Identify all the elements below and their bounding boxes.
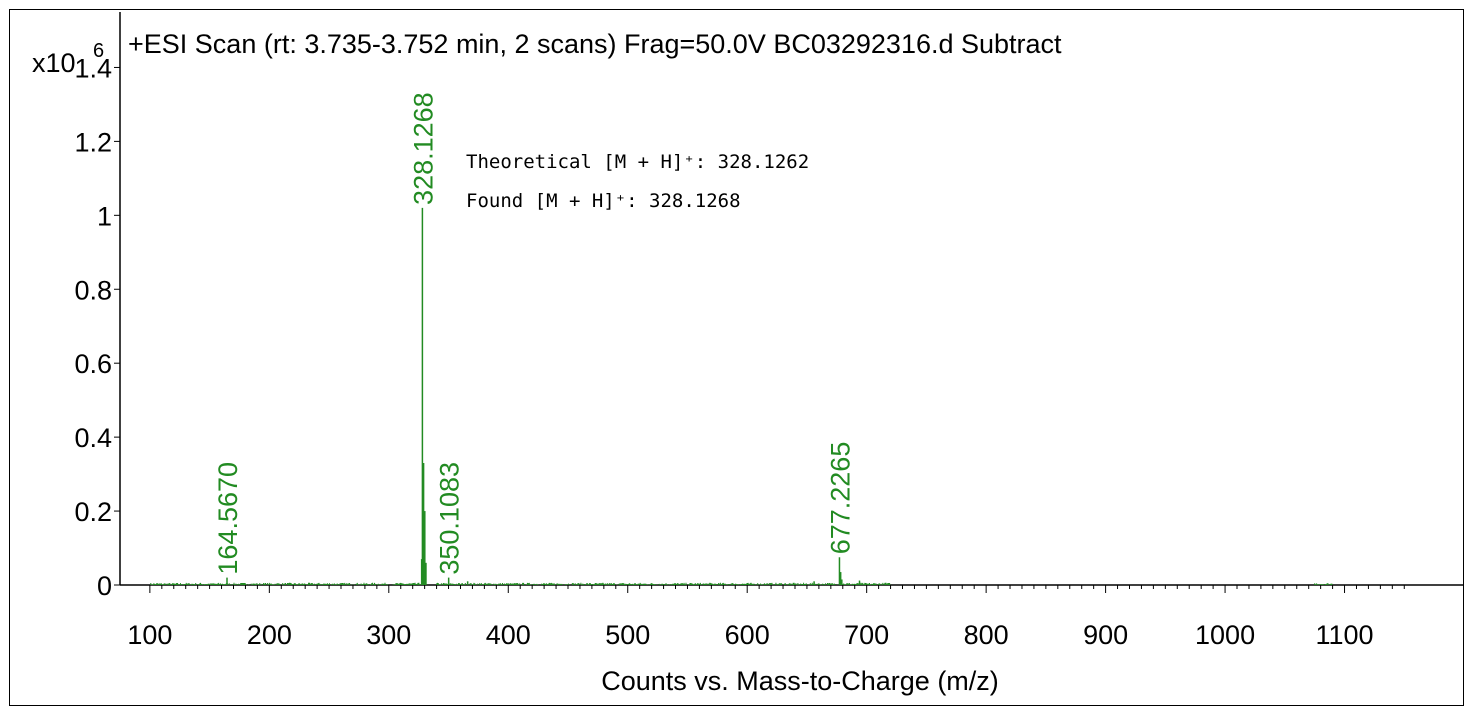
peak-label: 350.1083 [435, 462, 465, 575]
y-tick-label: 1 [97, 201, 112, 231]
x-tick-label: 200 [247, 620, 292, 650]
x-tick-label: 600 [725, 620, 770, 650]
annotation-theoretical: Theoretical [M + H]⁺: 328.1262 [466, 151, 809, 173]
baseline-noise [150, 582, 1333, 585]
x-tick-label: 800 [964, 620, 1009, 650]
x-tick-label: 1000 [1195, 620, 1255, 650]
x-tick-label: 900 [1083, 620, 1128, 650]
axes: 0 0.2 0.4 0.6 0.8 1 1.2 1.4 100 200 300 400 500 600 70… [74, 12, 1464, 650]
annotation-found: Found [M + H]⁺: 328.1268 [466, 190, 741, 212]
x-tick-label: 1100 [1316, 620, 1374, 650]
y-tick-label: 0.6 [74, 349, 112, 379]
x-tick-label: 500 [605, 620, 650, 650]
x-tick-label: 400 [486, 620, 531, 650]
y-tick-label: 1.2 [74, 127, 112, 157]
x-tick-label: 100 [127, 620, 172, 650]
peak-labels: 164.5670 328.1268 350.1083 677.2265 [213, 92, 855, 574]
y-tick-label: 1.4 [74, 53, 112, 83]
chart-frame [9, 9, 1464, 706]
y-tick-label: 0 [97, 571, 112, 601]
chart-title: +ESI Scan (rt: 3.735-3.752 min, 2 scans)… [128, 29, 1062, 59]
x-tick-label: 300 [366, 620, 411, 650]
y-tick-label: 0.4 [74, 423, 112, 453]
y-multiplier-exponent: 6 [93, 40, 104, 62]
y-tick-label: 0.8 [74, 275, 112, 305]
x-tick-label: 700 [844, 620, 889, 650]
peak-label: 328.1268 [408, 92, 438, 205]
peak-label: 164.5670 [213, 462, 243, 575]
x-axis-label: Counts vs. Mass-to-Charge (m/z) [601, 666, 999, 696]
y-multiplier-label: x10 [32, 48, 76, 78]
spectrum-series [150, 207, 1333, 585]
peak-label: 677.2265 [825, 442, 855, 555]
y-tick-label: 0.2 [74, 497, 112, 527]
